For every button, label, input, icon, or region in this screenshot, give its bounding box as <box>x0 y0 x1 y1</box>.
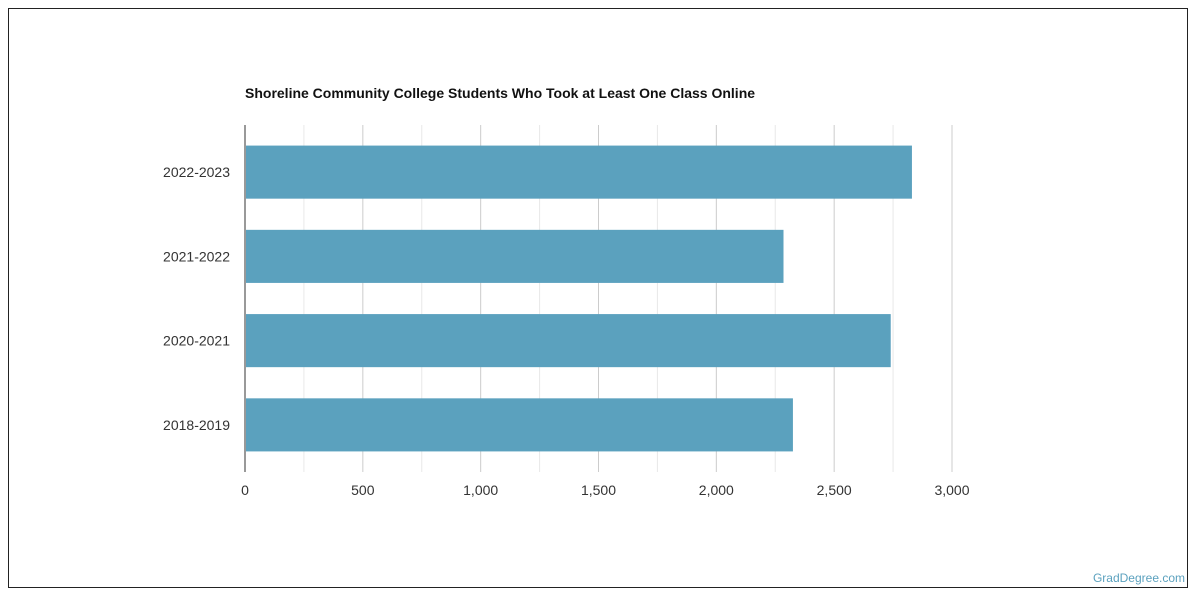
category-label: 2020-2021 <box>163 333 230 349</box>
category-label: 2022-2023 <box>163 164 230 180</box>
x-tick-label: 1,500 <box>581 482 616 498</box>
category-label: 2018-2019 <box>163 417 230 433</box>
bar-2021-2022[interactable] <box>246 229 784 283</box>
x-tick-label: 500 <box>351 482 375 498</box>
category-label: 2021-2022 <box>163 248 230 264</box>
x-axis-ticks: 0 500 1,000 1,500 2,000 2,500 3,000 <box>241 482 970 498</box>
x-tick-label: 1,000 <box>463 482 498 498</box>
x-tick-label: 2,500 <box>817 482 852 498</box>
x-tick-label: 3,000 <box>934 482 969 498</box>
x-tick-label: 2,000 <box>699 482 734 498</box>
x-tick-label: 0 <box>241 482 249 498</box>
bar-2020-2021[interactable] <box>246 314 891 368</box>
watermark-link[interactable]: GradDegree.com <box>1092 571 1185 585</box>
bar-2022-2023[interactable] <box>246 145 912 199</box>
bar-2018-2019[interactable] <box>246 398 793 452</box>
chart-title: Shoreline Community College Students Who… <box>245 85 756 101</box>
y-axis-categories: 2022-2023 2021-2022 2020-2021 2018-2019 <box>163 164 230 433</box>
bars <box>246 145 912 452</box>
